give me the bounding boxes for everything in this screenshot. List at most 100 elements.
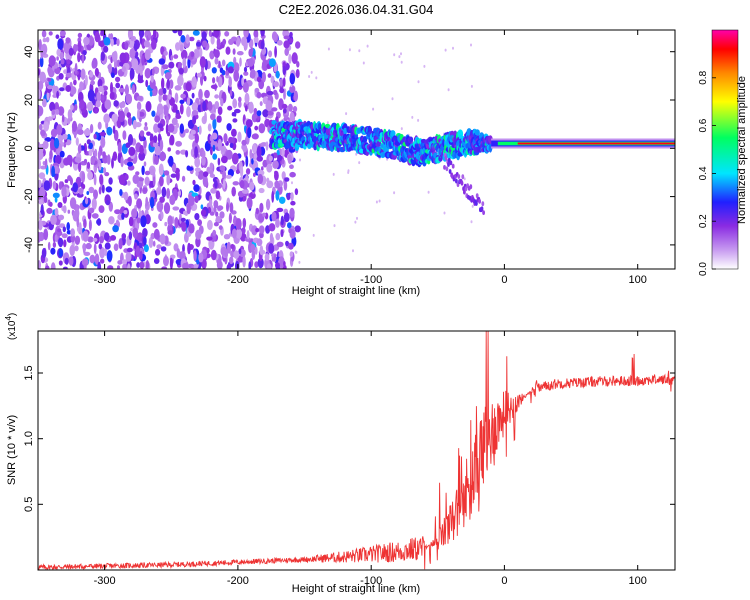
noise-blob bbox=[247, 127, 252, 139]
noise-blob bbox=[159, 151, 167, 162]
noise-blob bbox=[168, 94, 172, 100]
noise-blob bbox=[127, 263, 131, 269]
noise-blob bbox=[138, 151, 146, 161]
spectrogram-ylabel: Frequency (Hz) bbox=[6, 112, 18, 188]
snr-axes: -300 -200 -100 0 100 0.5 1.0 1.5 bbox=[23, 331, 675, 587]
noise-blob bbox=[276, 241, 284, 248]
noise-dot bbox=[310, 70, 313, 74]
noise-blob bbox=[114, 67, 118, 76]
noise-blob bbox=[42, 98, 47, 108]
noise-blob bbox=[112, 125, 116, 134]
noise-dot bbox=[290, 84, 293, 88]
noise-blob bbox=[281, 147, 285, 157]
noise-blob bbox=[209, 211, 215, 216]
noise-blob bbox=[246, 230, 250, 240]
noise-blob bbox=[159, 233, 166, 245]
noise-blob bbox=[137, 108, 140, 120]
noise-blob bbox=[293, 90, 298, 102]
noise-blob bbox=[273, 81, 279, 88]
noise-blob bbox=[143, 40, 150, 48]
noise-blob bbox=[169, 257, 173, 269]
noise-blob bbox=[71, 120, 78, 132]
signal-tail bbox=[463, 189, 466, 195]
noise-blob bbox=[210, 187, 218, 194]
noise-blob bbox=[249, 148, 253, 159]
noise-blob bbox=[74, 208, 80, 219]
noise-blob bbox=[204, 111, 207, 124]
noise-blob bbox=[96, 91, 101, 103]
noise-blob bbox=[110, 82, 113, 94]
noise-blob bbox=[230, 243, 235, 250]
noise-blob bbox=[268, 58, 276, 67]
signal-blob bbox=[409, 136, 414, 143]
signal-blob bbox=[390, 130, 396, 138]
noise-blob bbox=[191, 76, 197, 88]
noise-blob bbox=[115, 76, 121, 83]
noise-blob bbox=[171, 163, 177, 173]
noise-blob bbox=[243, 66, 248, 73]
noise-dot bbox=[411, 115, 414, 119]
noise-blob bbox=[217, 157, 221, 166]
noise-blob bbox=[231, 152, 239, 165]
noise-blob bbox=[98, 186, 102, 195]
noise-blob bbox=[194, 167, 201, 172]
noise-blob bbox=[203, 75, 207, 82]
noise-blob bbox=[82, 243, 87, 251]
noise-blob bbox=[131, 84, 136, 95]
noise-blob bbox=[74, 103, 78, 111]
noise-blob bbox=[127, 116, 133, 126]
snr-xlabel: Height of straight line (km) bbox=[292, 583, 420, 595]
noise-blob bbox=[94, 31, 100, 43]
noise-blob bbox=[268, 223, 276, 232]
noise-blob bbox=[275, 70, 280, 79]
noise-blob bbox=[38, 80, 44, 91]
noise-dot bbox=[294, 250, 297, 254]
noise-blob bbox=[80, 68, 86, 80]
x-tick-label: 100 bbox=[629, 575, 647, 587]
noise-blob bbox=[232, 98, 238, 109]
noise-blob bbox=[64, 179, 69, 184]
noise-blob bbox=[265, 100, 273, 111]
noise-blob bbox=[50, 128, 58, 138]
noise-blob bbox=[83, 142, 88, 154]
noise-blob bbox=[77, 32, 83, 38]
noise-blob bbox=[40, 204, 44, 216]
noise-blob bbox=[66, 154, 73, 166]
noise-blob bbox=[296, 61, 300, 68]
noise-blob bbox=[83, 251, 91, 256]
noise-blob bbox=[198, 125, 202, 135]
noise-blob bbox=[142, 187, 148, 193]
noise-dot bbox=[470, 84, 473, 88]
noise-blob bbox=[281, 103, 288, 109]
noise-blob bbox=[46, 207, 53, 214]
noise-blob bbox=[72, 182, 78, 193]
noise-blob bbox=[161, 186, 167, 198]
noise-blob bbox=[185, 81, 192, 92]
noise-blob bbox=[180, 49, 188, 60]
noise-blob bbox=[108, 216, 115, 225]
noise-blob bbox=[94, 148, 98, 158]
noise-blob bbox=[261, 59, 269, 71]
noise-blob bbox=[158, 108, 163, 114]
noise-blob bbox=[164, 72, 172, 80]
noise-blob bbox=[61, 233, 68, 239]
noise-blob bbox=[118, 88, 126, 93]
noise-blob bbox=[198, 88, 203, 101]
noise-blob bbox=[240, 165, 244, 178]
noise-blob bbox=[195, 170, 199, 177]
noise-blob bbox=[228, 212, 232, 224]
noise-blob bbox=[277, 154, 283, 162]
noise-blob bbox=[103, 113, 111, 124]
noise-blob bbox=[214, 180, 218, 189]
noise-dot bbox=[333, 224, 336, 228]
noise-blob bbox=[179, 99, 185, 105]
noise-blob bbox=[228, 76, 232, 88]
noise-blob bbox=[280, 229, 284, 238]
noise-blob bbox=[136, 262, 141, 268]
y-tick-label: -20 bbox=[23, 189, 35, 205]
noise-blob bbox=[38, 179, 42, 188]
noise-blob bbox=[38, 219, 43, 231]
noise-dot bbox=[356, 216, 358, 220]
noise-blob bbox=[51, 109, 56, 116]
noise-blob bbox=[62, 266, 68, 269]
